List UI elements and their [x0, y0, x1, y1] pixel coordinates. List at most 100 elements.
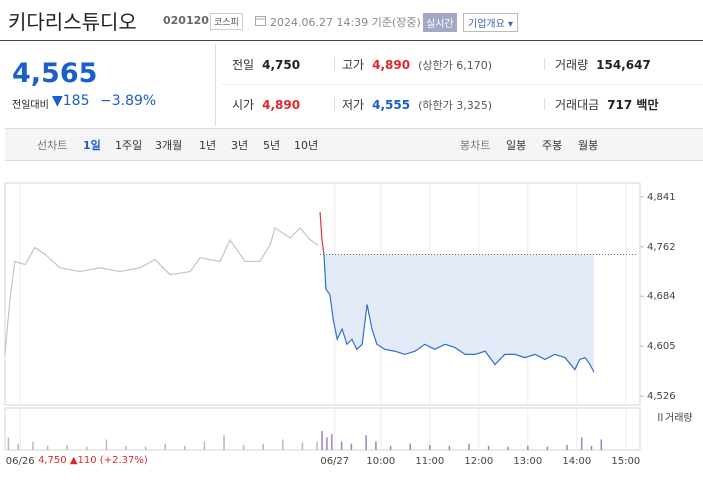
volume-bar — [316, 441, 318, 450]
volume-bar — [600, 439, 603, 450]
col-divider — [334, 98, 335, 110]
timestamp: 2024.06.27 14:39 기준(장중) — [270, 16, 421, 29]
volume-bar — [203, 441, 206, 450]
stat-value: 154,647 — [596, 57, 651, 72]
volume-bar — [7, 437, 10, 450]
y-tick-label: 4,526 — [647, 391, 676, 402]
tab[interactable]: 선차트 — [37, 139, 68, 152]
x-tick-label: 12:00 — [464, 456, 493, 467]
volume-bar — [125, 445, 127, 450]
stat-label: 시가 — [232, 98, 255, 112]
volume-bar — [242, 444, 245, 450]
tab[interactable]: 3개월 — [155, 139, 183, 152]
volume-bar — [527, 445, 529, 450]
stat-label: 저가 — [342, 98, 365, 112]
volume-bar — [46, 445, 49, 450]
legend-icon — [661, 413, 663, 421]
footer-info: 4,750 ▲110 (+2.37%) — [38, 455, 148, 466]
volume-bar — [262, 443, 264, 450]
stat: 거래량 154,647 — [555, 56, 651, 73]
y-tick-label: 4,684 — [647, 291, 676, 302]
company-info-button[interactable]: 기업개요 ▾ — [463, 13, 519, 32]
stat-note: (상한가 6,170) — [418, 58, 492, 72]
y-tick-label: 4,762 — [647, 242, 676, 253]
volume-bar — [321, 431, 323, 450]
volume-bar — [17, 443, 19, 450]
price-line — [319, 212, 325, 255]
x-tick-label: 14:00 — [562, 456, 591, 467]
price-line — [4, 226, 319, 355]
price-line — [323, 254, 595, 373]
x-tick-label: 11:00 — [415, 456, 444, 467]
x-tick-label: 06/26 — [6, 456, 35, 467]
stat: 시가 4,890 — [232, 96, 300, 113]
col-divider — [544, 98, 545, 110]
volume-bar — [301, 442, 304, 450]
volume-bar — [340, 441, 343, 450]
volume-bar — [326, 437, 328, 450]
volume-bar — [32, 441, 34, 450]
volume-bar — [164, 443, 166, 450]
market-badge: 코스피 — [210, 13, 243, 30]
volume-bar — [86, 446, 88, 450]
volume-bar — [580, 437, 583, 450]
volume-bar — [282, 439, 284, 450]
volume-bar — [223, 435, 225, 450]
legend-label: 거래량 — [665, 412, 693, 424]
current-price: 4,565 — [12, 58, 98, 89]
tab[interactable]: 월봉 — [578, 139, 599, 152]
volume-bar — [448, 445, 451, 450]
volume-bar — [66, 444, 68, 450]
tab[interactable]: 봉차트 — [460, 139, 491, 152]
divider — [0, 40, 703, 41]
volume-bar — [389, 445, 392, 450]
volume-bar — [468, 443, 470, 450]
tab[interactable]: 1일 — [83, 139, 101, 152]
stat-value: 4,750 — [262, 57, 301, 72]
plot-frame — [4, 182, 641, 406]
change-pct: −3.89% — [100, 93, 157, 109]
volume-bar — [331, 434, 333, 450]
stat-value: 4,890 — [372, 57, 411, 72]
realtime-badge[interactable]: 실시간 — [423, 13, 457, 32]
stat: 저가 4,555 (하한가 3,325) — [342, 96, 492, 113]
stock-code: 020120 — [163, 14, 209, 27]
volume-bar — [429, 444, 431, 450]
stat-value: 717 백만 — [607, 98, 659, 112]
x-tick-label: 10:00 — [366, 456, 395, 467]
tab[interactable]: 10년 — [294, 139, 319, 152]
footer-change: ▲110 — [69, 455, 97, 466]
volume-bar — [184, 445, 186, 450]
col-divider — [334, 58, 335, 70]
volume-bar — [105, 439, 108, 450]
stock-title: 키다리스튜디오 — [8, 10, 137, 34]
stat: 거래대금 717 백만 — [555, 96, 658, 113]
stat-value: 4,555 — [372, 97, 411, 112]
footer-change-pct: (+2.37%) — [99, 455, 148, 466]
volume-bar — [375, 441, 377, 450]
tab[interactable]: 주봉 — [542, 139, 563, 152]
change-label: 전일대비 — [12, 100, 49, 111]
legend-icon — [658, 413, 660, 421]
tab-bar — [5, 128, 703, 161]
tab[interactable]: 1주일 — [115, 139, 143, 152]
tab[interactable]: 3년 — [231, 139, 249, 152]
volume-bar — [546, 446, 549, 450]
volume-bar — [144, 446, 147, 450]
stat-label: 고가 — [342, 58, 365, 72]
stat-label: 거래대금 — [555, 98, 600, 112]
calendar-icon — [255, 16, 266, 26]
tab[interactable]: 5년 — [263, 139, 281, 152]
volume-bar — [350, 443, 353, 450]
stat: 고가 4,890 (상한가 6,170) — [342, 56, 492, 73]
price-box — [5, 44, 216, 126]
col-divider — [544, 58, 545, 70]
row-divider — [222, 84, 703, 85]
tab[interactable]: 1년 — [199, 139, 217, 152]
stat-note: (하한가 3,325) — [418, 98, 492, 112]
tab[interactable]: 일봉 — [506, 139, 527, 152]
area-fill — [323, 254, 594, 373]
stat-label: 거래량 — [555, 58, 589, 72]
